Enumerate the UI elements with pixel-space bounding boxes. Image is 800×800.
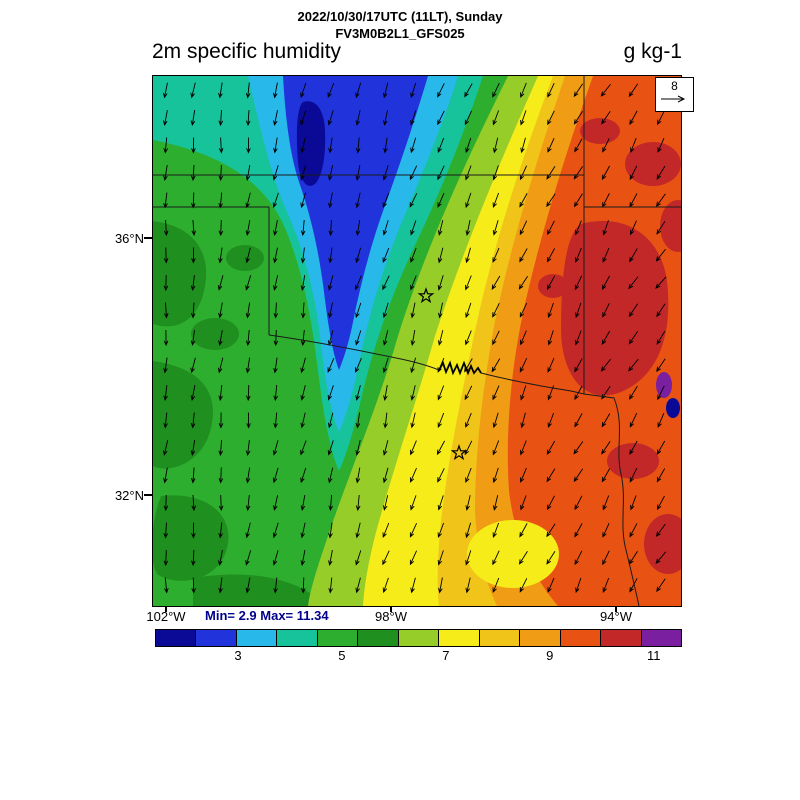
colorbar-tick-labels: 3 5 7 9 11 [155,648,680,666]
colorbar-tick-label: 7 [442,648,450,663]
colorbar-segment [398,630,440,646]
colorbar-segment [156,630,197,646]
vector-reference-value: 8 [671,79,678,93]
colorbar-tick-label: 3 [234,648,242,663]
minmax-stats: Min= 2.9 Max= 11.34 [205,608,329,623]
units-label: g kg-1 [623,40,682,63]
map-panel: 8 [152,75,694,607]
lon-label-102w: 102°W [146,609,186,624]
title-row: 2m specific humidity g kg-1 [152,40,682,64]
red-river-east [480,372,585,395]
lat-label-32n: 32°N [114,488,144,503]
lon-label-94w: 94°W [600,609,632,624]
colorbar-segment [439,630,480,646]
lon-tick-102w [165,606,167,612]
colorbar-segment [196,630,237,646]
red-river-west [268,334,440,371]
city-star-marker [417,287,435,304]
lat-tick-32n [144,494,152,496]
colorbar-segment [317,630,359,646]
plot-title: 2m specific humidity [152,40,342,63]
city-star-markers [417,287,468,461]
red-river-meanders [438,360,482,376]
colorbar-tick-label: 9 [546,648,554,663]
colorbar-tick-label: 11 [647,648,661,663]
state-borders [153,76,681,606]
plot-header: 2022/10/30/17UTC (11LT), Sunday FV3M0B2L… [0,8,800,42]
colorbar-segment [560,630,602,646]
colorbar-segment [236,630,278,646]
lon-label-98w: 98°W [375,609,407,624]
colorbar-segment [358,630,399,646]
lon-tick-98w [390,606,392,612]
city-star-marker [450,444,468,461]
colorbar-segment [520,630,561,646]
valid-time: 2022/10/30/17UTC (11LT), Sunday [297,9,503,24]
colorbar-segment [601,630,642,646]
vector-reference-legend: 8 [655,77,694,112]
lat-tick-36n [144,237,152,239]
colorbar [155,629,682,647]
colorbar-segment [479,630,521,646]
colorbar-tick-label: 5 [338,648,346,663]
colorbar-segment [277,630,318,646]
vector-reference-arrow-icon [661,95,686,103]
lon-tick-94w [615,606,617,612]
lat-label-36n: 36°N [114,231,144,246]
humidity-map-svg [153,76,681,606]
wind-arrow-glyphs [162,82,667,594]
model-name: FV3M0B2L1_GFS025 [335,26,465,41]
colorbar-segment [641,630,682,646]
wind-vectors [162,82,667,594]
texas-louisiana-border [583,393,640,606]
